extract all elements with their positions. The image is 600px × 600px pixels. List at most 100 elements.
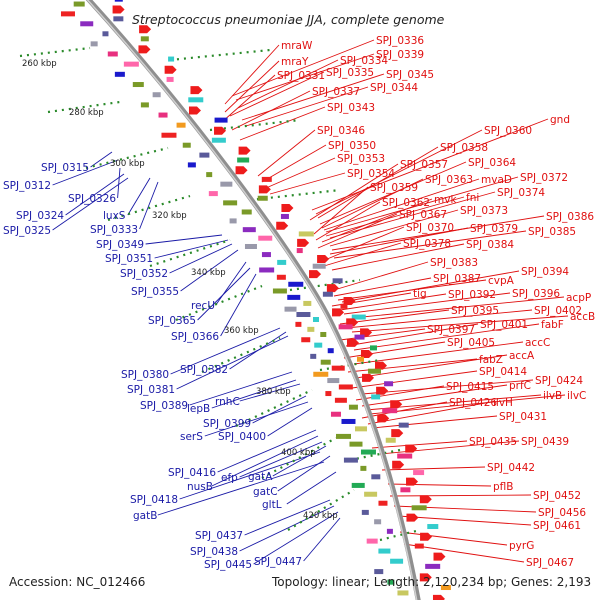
left-connector-line: [117, 167, 121, 199]
right-connector-line: [379, 440, 520, 455]
right-connector-line: [353, 323, 540, 351]
left-gene-label: luxS: [103, 210, 126, 222]
right-connector-line: [235, 53, 375, 101]
gene-block: [378, 500, 388, 506]
right-connector-line: [371, 415, 498, 429]
left-connector-line: [180, 249, 239, 292]
right-connector-line: [321, 178, 424, 229]
gene-block: [277, 259, 287, 265]
right-connector-line: [343, 292, 511, 315]
left-connector-line: [253, 511, 339, 565]
gene-block: [414, 543, 424, 549]
gene-block: [368, 368, 382, 374]
gene-block: [360, 449, 376, 455]
gene-block: [261, 252, 271, 258]
gene-block: [356, 356, 364, 362]
gene-block: [284, 306, 297, 312]
gene-block: [386, 528, 393, 534]
gene-block: [307, 326, 315, 332]
right-gene-label: SPJ_0378: [403, 238, 451, 250]
right-gene-label: SPJ_0359: [370, 182, 418, 194]
scale-tick-line: [261, 437, 337, 479]
gene-arrow: [419, 495, 432, 504]
gene-block: [73, 1, 85, 7]
gene-block: [168, 56, 175, 62]
left-gene-label: SPJ_0351: [105, 253, 153, 265]
gene-block: [397, 590, 409, 596]
right-gene-label: SPJ_0383: [430, 257, 478, 269]
gene-arrow: [317, 255, 330, 264]
right-gene-label: SPJ_0439: [521, 436, 569, 448]
left-connector-line: [272, 445, 327, 477]
gene-block: [296, 312, 311, 318]
gene-block: [361, 509, 369, 515]
right-gene-label: SPJ_0467: [526, 557, 574, 569]
gene-block: [398, 422, 409, 428]
left-gene-label: SPJ_0380: [121, 369, 169, 381]
genome-backbone: [85, 0, 421, 600]
gene-block: [335, 433, 351, 439]
gene-arrow: [258, 185, 271, 194]
gene-block: [312, 263, 326, 269]
gene-block: [80, 21, 94, 27]
right-connector-line: [239, 106, 326, 141]
right-gene-label: ilvC: [567, 390, 586, 402]
gene-block: [182, 142, 191, 148]
right-gene-label: SPJ_0343: [327, 102, 375, 114]
scale-kbp-labels: 260 kbp 280 kbp 300 kbp 320 kbp 340 kbp 360 k…: [22, 59, 338, 521]
right-gene-label: ilvB: [543, 390, 562, 402]
gene-block: [354, 334, 365, 340]
right-gene-label: SPJ_0435: [469, 436, 517, 448]
left-connector-line: [211, 379, 297, 409]
gene-block: [313, 317, 319, 322]
gene-block: [310, 353, 317, 359]
gene-block: [261, 176, 272, 182]
left-connector-line: [145, 234, 223, 245]
right-gene-label: pflB: [493, 481, 513, 493]
gene-arrow: [420, 532, 433, 541]
left-connector-line: [157, 461, 325, 516]
left-gene-label: SPJ_0349: [96, 239, 144, 251]
right-connector-line: [321, 198, 433, 243]
right-connector-line: [339, 309, 450, 325]
left-gene-label: SPJ_0416: [168, 467, 216, 479]
gene-block: [354, 426, 367, 432]
left-connector-line: [239, 505, 335, 552]
left-gene-label: SPJ_0315: [41, 162, 89, 174]
gene-block: [187, 162, 196, 168]
right-connector-line: [367, 401, 492, 425]
gene-feature-blocks: [60, 0, 451, 600]
right-connector-line: [315, 201, 381, 241]
gene-block: [90, 41, 98, 47]
scale-tick-line: [235, 389, 313, 427]
right-connector-line: [229, 71, 325, 117]
right-gene-label: SPJ_0461: [533, 520, 581, 532]
left-gene-label: SPJ_0312: [3, 180, 51, 192]
right-gene-label: accB: [570, 311, 595, 323]
gene-block: [102, 31, 109, 37]
gene-arrow: [406, 513, 419, 522]
right-connector-line: [241, 73, 385, 121]
gene-block: [331, 365, 345, 371]
scale-tick-line: [85, 146, 169, 170]
right-gene-label: gnd: [550, 114, 570, 126]
right-gene-label: SPJ_0401: [480, 319, 528, 331]
left-gene-label: SPJ_0324: [16, 210, 64, 222]
right-gene-label: SPJ_0370: [406, 222, 454, 234]
right-gene-label: SPJ_0373: [460, 205, 508, 217]
right-gene-label: SPJ_0395: [451, 305, 499, 317]
right-gene-label: SPJ_0372: [520, 172, 568, 184]
gene-block: [384, 381, 394, 387]
right-gene-label: SPJ_0350: [328, 140, 376, 152]
gene-arrow: [362, 373, 375, 382]
gene-block: [320, 331, 327, 337]
gene-block: [330, 411, 341, 417]
right-connector-line: [325, 196, 465, 237]
right-connector-line: [331, 215, 545, 251]
gene-block: [60, 11, 75, 17]
gene-block: [313, 371, 329, 377]
gene-block: [206, 172, 213, 178]
gene-block: [132, 82, 144, 88]
gene-block: [259, 267, 275, 273]
right-gene-label: SPJ_0363: [425, 174, 473, 186]
